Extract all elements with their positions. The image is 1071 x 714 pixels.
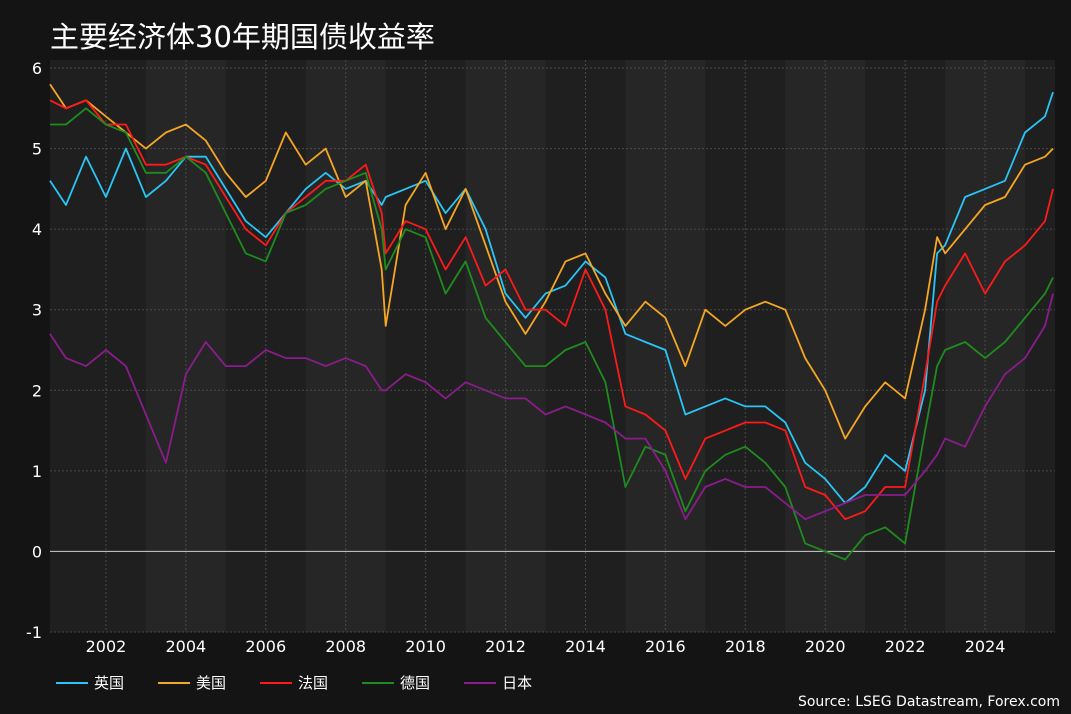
y-tick-label: 6 — [32, 59, 42, 78]
source-note: Source: LSEG Datastream, Forex.com — [797, 694, 1060, 710]
series-line-jp — [49, 293, 1054, 521]
x-tick-label: 2006 — [245, 637, 286, 656]
y-tick-label: 0 — [32, 542, 42, 561]
series-line-de — [50, 107, 1054, 561]
x-tick-label: 2016 — [645, 637, 686, 656]
x-axis-ticks: 2002 2004 2006 2008 2010 2012 2014 2016 2018 2020… — [86, 637, 1006, 656]
series-line-us — [49, 83, 1054, 440]
legend-item-jp: 日本 — [464, 672, 532, 693]
chart-title: 主要经济体30年期国债收益率 — [50, 20, 435, 54]
x-tick-label: 2018 — [725, 637, 766, 656]
legend-swatch-fr — [260, 681, 293, 684]
x-tick-label: 2012 — [485, 637, 526, 656]
y-tick-label: -1 — [26, 623, 42, 642]
y-tick-label: 4 — [32, 220, 42, 239]
x-tick-label: 2020 — [805, 637, 846, 656]
legend: 英国 美国 法国 德国 日本 — [56, 672, 532, 693]
y-tick-label: 5 — [32, 140, 42, 159]
legend-item-fr: 法国 — [260, 672, 328, 693]
y-tick-label: 3 — [32, 301, 42, 320]
y-tick-label: 1 — [32, 462, 42, 481]
legend-label-jp: 日本 — [502, 674, 533, 692]
y-tick-label: 2 — [32, 381, 42, 400]
x-tick-label: 2002 — [86, 637, 127, 656]
series-line-fr — [49, 99, 1054, 521]
legend-swatch-uk — [56, 681, 88, 684]
legend-swatch-de — [362, 681, 395, 684]
x-tick-label: 2008 — [325, 637, 366, 656]
legend-label-uk: 英国 — [94, 674, 125, 692]
legend-swatch-us — [158, 681, 191, 684]
legend-item-uk: 英国 — [56, 672, 124, 693]
x-tick-label: 2014 — [565, 637, 606, 656]
legend-swatch-jp — [464, 681, 497, 684]
legend-label-us: 美国 — [196, 674, 227, 692]
x-tick-label: 2022 — [885, 637, 926, 656]
y-axis-ticks: -1 0 1 2 3 4 5 6 — [26, 59, 42, 642]
legend-item-us: 美国 — [158, 672, 226, 693]
legend-item-de: 德国 — [362, 672, 430, 693]
x-tick-label: 2010 — [405, 637, 446, 656]
legend-label-fr: 法国 — [298, 674, 329, 692]
grid-lines — [50, 60, 1055, 633]
x-tick-label: 2004 — [166, 637, 207, 656]
legend-label-de: 德国 — [400, 674, 431, 692]
series-lines — [49, 83, 1054, 561]
x-tick-label: 2024 — [965, 637, 1006, 656]
series-line-uk — [49, 91, 1054, 505]
